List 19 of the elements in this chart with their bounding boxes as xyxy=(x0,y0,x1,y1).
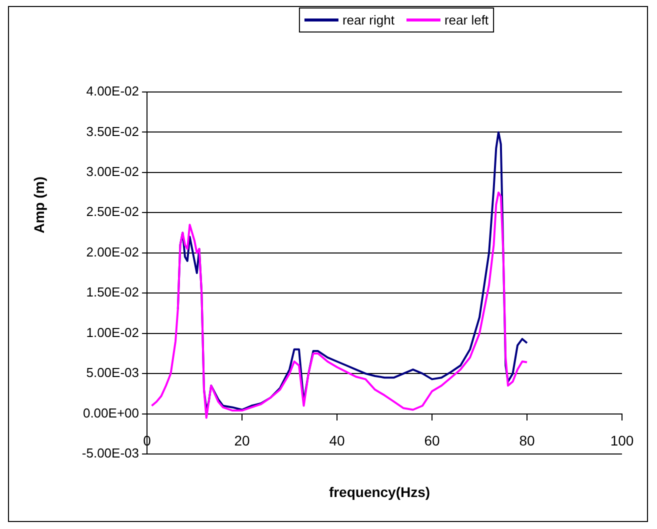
x-tick-label: 40 xyxy=(329,432,345,449)
x-tick-label: 100 xyxy=(610,432,634,449)
y-tick-label: -5.00E-03 xyxy=(82,446,139,461)
y-tick-label: 2.00E-02 xyxy=(86,244,139,260)
y-tick-label: 1.50E-02 xyxy=(86,284,139,300)
y-tick-label: 3.00E-02 xyxy=(86,164,139,180)
legend-label: rear right xyxy=(342,12,395,28)
legend-label: rear left xyxy=(444,12,489,28)
x-tick-label: 60 xyxy=(424,432,440,449)
x-tick-label: 20 xyxy=(234,432,250,449)
y-tick-label: 0.00E+00 xyxy=(82,405,139,420)
y-tick-label: 5.00E-03 xyxy=(86,365,139,380)
y-tick-label: 4.00E-02 xyxy=(86,84,139,99)
y-tick-label: 1.00E-02 xyxy=(86,324,139,340)
y-tick-label: 3.50E-02 xyxy=(86,124,139,139)
x-axis-title: frequency(Hzs) xyxy=(328,484,430,500)
y-axis-title: Amp (m) xyxy=(30,176,47,234)
y-tick-label: 2.50E-02 xyxy=(86,204,139,220)
x-tick-label: 80 xyxy=(519,432,535,449)
